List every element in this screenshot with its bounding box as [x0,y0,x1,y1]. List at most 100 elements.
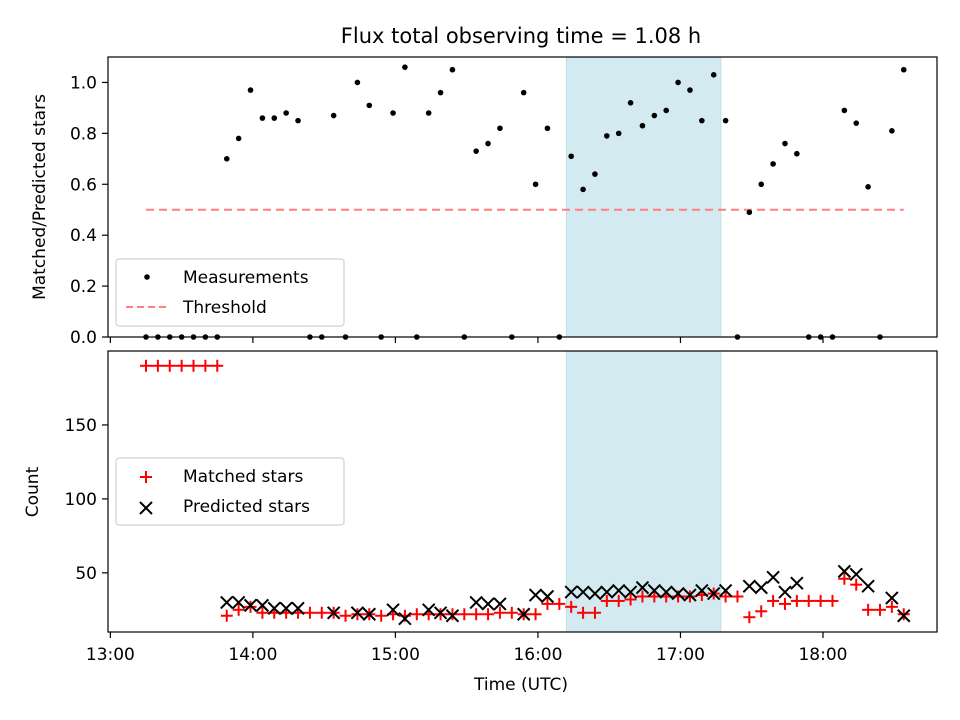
predicted-star-point [837,564,852,579]
measurement-point [770,161,776,167]
predicted-star-point [528,588,543,602]
measurement-point [900,66,907,73]
legend-threshold-label: Threshold [182,298,267,318]
measurement-point [889,128,895,134]
measurement-point [627,100,634,106]
matched-star-point [743,611,756,624]
predicted-star-point [350,606,365,620]
measurement-point [402,64,408,70]
matched-star-point [636,590,649,603]
legend-matched-marker [140,471,152,483]
matched-star-point [175,359,188,372]
measurement-point [497,125,503,132]
matched-star-point [719,590,732,603]
predicted-star-point [433,606,448,620]
matched-star-point [339,609,352,622]
predicted-star-point [493,597,507,611]
matched-star-point [755,605,768,618]
matched-star-point [778,597,791,610]
matched-star-point [553,597,566,610]
matched-star-point [624,593,637,606]
matched-star-point [648,590,661,603]
predicted-star-point [647,583,662,598]
matched-star-point [826,594,839,607]
x-axis-label: Time (UTC) [473,675,568,695]
measurement-point [295,117,301,124]
counts-x-ticks: 13:00 14:00 15:00 16:00 17:00 18:00 [86,632,847,665]
matched-star-point [351,608,364,621]
predicted-star-point [849,567,863,582]
ratio-y-ticks: 0.0 0.2 0.4 0.6 0.8 1.0 [70,73,108,348]
predicted-star-point [421,603,436,617]
measurement-point [853,120,860,126]
legend-measurements-marker [144,274,150,280]
matched-star-point [244,600,257,613]
legend-predicted-label: Predicted stars [183,497,310,517]
predicted-star-point [885,591,899,605]
matched-star-point [814,594,827,607]
matched-star-point [767,594,780,607]
y-tick-label: 0.4 [70,226,97,246]
x-tick-label: 15:00 [371,645,420,665]
measurement-point [663,107,670,114]
predicted-star-point [255,598,270,613]
matched-star-point [375,609,388,622]
measurement-point [235,135,242,142]
matched-star-point [211,359,224,372]
matched-star-point [873,603,886,616]
measurement-point [580,186,586,193]
ratio-legend: Measurements Threshold [115,258,345,327]
measurement-point [675,79,681,86]
measurement-point [271,115,278,121]
predicted-stars-points [220,564,911,626]
counts-y-label: Count [23,466,43,517]
matched-star-point [683,590,696,603]
predicted-star-point [576,585,590,599]
measurement-point [782,140,788,147]
counts-axes-frame [107,350,938,633]
x-tick-label: 17:00 [656,645,705,665]
predicted-star-point [659,585,673,599]
matched-star-point [850,578,863,591]
matched-star-point [862,603,875,616]
predicted-star-point [267,601,281,616]
predicted-star-point [540,589,555,604]
matched-star-point [600,594,613,607]
measurement-point [568,153,574,160]
predicted-star-point [386,603,400,617]
predicted-star-point [231,595,246,610]
predicted-star-point [445,609,460,623]
y-tick-label: 150 [65,416,97,436]
matched-star-point [897,608,910,621]
x-tick-label: 13:00 [86,645,135,665]
y-tick-label: 0.8 [70,124,97,144]
predicted-star-point [611,583,626,598]
matched-star-point [220,609,233,622]
matched-star-point [588,606,601,619]
measurement-point [449,66,456,73]
predicted-star-point [778,585,792,599]
predicted-star-point [623,585,638,599]
y-tick-label: 0.2 [70,277,97,297]
measurement-point [794,150,800,157]
matched-star-point [303,606,316,619]
predicted-star-point [671,586,685,601]
matched-star-point [577,606,590,619]
matched-star-point [458,608,471,621]
matched-star-point [315,606,328,619]
predicted-star-point [766,570,780,584]
observing-span-top [565,56,722,338]
measurement-point [366,102,373,109]
measurement-point [223,156,230,162]
measurement-point [259,115,266,121]
measurement-point [473,148,479,154]
predicted-star-point [635,580,650,595]
predicted-star-point [220,595,234,610]
predicted-star-point [398,611,412,626]
matched-star-point [187,359,200,372]
predicted-star-point [481,597,495,611]
matched-star-point [434,608,447,621]
x-tick-label: 16:00 [513,645,562,665]
predicted-star-point [588,586,602,601]
